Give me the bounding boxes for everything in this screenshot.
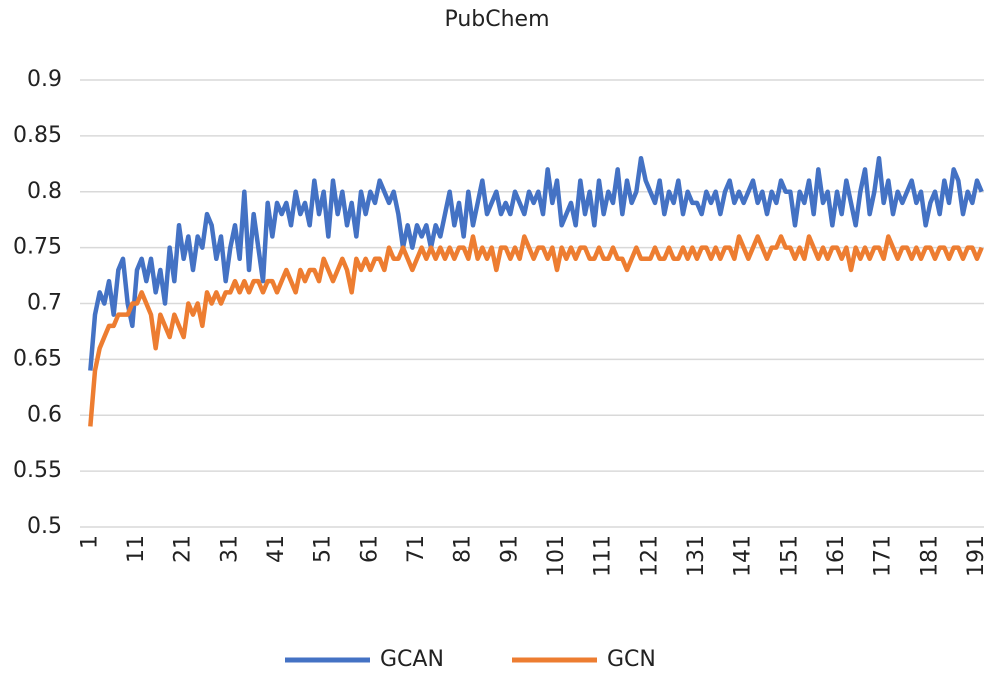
x-tick-label: 11 [124,535,149,563]
x-tick-label: 71 [404,535,429,563]
y-tick-label: 0.55 [13,458,62,483]
legend-label: GCAN [380,647,444,672]
x-tick-label: 91 [497,535,522,563]
series-line [88,155,984,371]
y-tick-label: 0.65 [13,346,62,371]
x-tick-label: 101 [544,535,569,577]
x-tick-label: 61 [357,535,382,563]
y-tick-label: 0.7 [27,291,62,316]
y-tick-label: 0.85 [13,123,62,148]
y-tick-label: 0.6 [27,402,62,427]
x-tick-label: 141 [731,535,756,577]
y-tick-label: 0.5 [27,514,62,539]
x-tick-label: 191 [964,535,989,577]
x-tick-label: 151 [777,535,802,577]
chart-title: PubChem [444,7,549,32]
x-tick-label: 41 [264,535,289,563]
x-tick-label: 81 [451,535,476,563]
x-tick-label: 171 [871,535,896,577]
x-tick-label: 131 [684,535,709,577]
legend-label: GCN [607,647,656,672]
x-tick-label: 161 [824,535,849,577]
y-tick-label: 0.9 [27,67,62,92]
x-tick-label: 31 [217,535,242,563]
y-tick-label: 0.75 [13,235,62,260]
x-tick-label: 181 [917,535,942,577]
x-tick-label: 51 [311,535,336,563]
series-line [88,234,984,427]
y-tick-label: 0.8 [27,179,62,204]
x-tick-label: 121 [637,535,662,577]
x-tick-label: 21 [171,535,196,563]
x-tick-label: 1 [77,535,102,549]
x-tick-label: 111 [591,535,616,577]
